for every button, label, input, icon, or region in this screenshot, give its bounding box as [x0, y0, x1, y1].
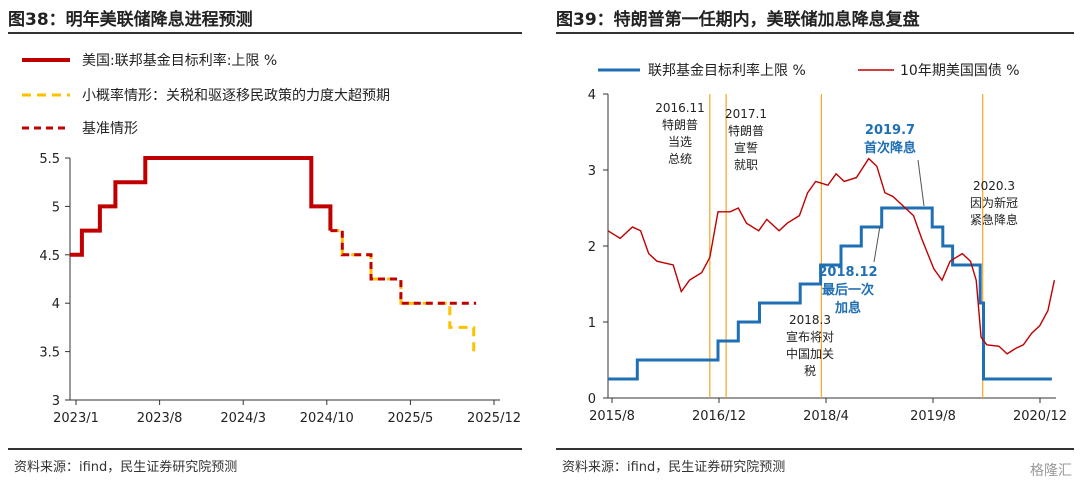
left-series-line-2 — [330, 229, 477, 305]
right-highlight-label-0: 2019.7 — [865, 123, 915, 138]
left-x-tick-label: 2023/1 — [53, 411, 99, 426]
left-x-tick-label: 2025/5 — [388, 411, 434, 426]
right-y-tick-label: 0 — [588, 392, 596, 407]
right-y-tick-label: 3 — [588, 164, 596, 179]
right-event-label-0: 当选 — [668, 135, 692, 149]
right-source-note: 资料来源：ifind，民生证券研究院预测 — [562, 460, 786, 475]
right-series-line-1 — [607, 157, 1056, 355]
left-source-note: 资料来源：ifind，民生证券研究院预测 — [14, 460, 238, 475]
right-event-label-2: 税 — [804, 364, 816, 378]
right-event-label-2: 宣布将对 — [786, 329, 834, 344]
right-event-label-1: 就职 — [734, 158, 758, 172]
right-series-line-0 — [608, 206, 1052, 381]
left-y-tick-label: 4.5 — [39, 249, 60, 264]
left-x-tick-label: 2024/3 — [220, 411, 266, 426]
right-y-tick-label: 1 — [588, 316, 596, 331]
left-legend-label-1: 小概率情形：关税和驱逐移民政策的力度大超预期 — [82, 87, 390, 104]
right-highlight-label-0: 首次降息 — [864, 140, 916, 156]
left-x-tick-label: 2025/12 — [467, 411, 521, 426]
right-chart-title: 图39：特朗普第一任期内，美联储加息降息复盘 — [556, 10, 920, 30]
left-y-tick-label: 5 — [52, 200, 60, 215]
left-bottom-rule — [8, 448, 522, 450]
left-x-tick-label: 2023/8 — [137, 411, 183, 426]
right-highlight-label-1: 2018.12 — [818, 265, 877, 280]
right-event-label-2: 中国加关 — [786, 346, 834, 361]
left-y-tick-label: 3 — [52, 394, 60, 409]
right-chart-panel: 图39：特朗普第一任期内，美联储加息降息复盘 0 1 2 3 4 2015/8 2016/1… — [548, 0, 1080, 490]
right-event-label-0: 特朗普 — [662, 117, 698, 132]
left-legend-label-2: 基准情形 — [82, 120, 138, 137]
left-chart-title: 图38：明年美联储降息进程预测 — [8, 10, 253, 30]
right-event-label-1: 特朗普 — [728, 123, 764, 138]
watermark-logo: 格隆汇 — [1030, 463, 1072, 479]
right-event-label-2: 2018.3 — [789, 313, 831, 327]
right-title-rule — [556, 32, 1074, 34]
left-x-tick-label: 2024/10 — [300, 411, 354, 426]
right-x-tick-label: 2019/8 — [910, 409, 956, 424]
left-y-tick-label: 5.5 — [39, 152, 60, 167]
right-event-label-1: 2017.1 — [725, 107, 767, 121]
right-highlight-pointer-0 — [917, 159, 925, 207]
right-event-label-0: 总统 — [668, 152, 692, 166]
left-title-rule — [8, 32, 522, 34]
right-highlight-label-1: 最后一次 — [822, 282, 874, 298]
right-event-label-1: 宣誓 — [734, 140, 758, 155]
left-chart-panel: 图38：明年美联储降息进程预测 3 3.5 4 4.5 5 5.5 2023/1 2023/8… — [0, 0, 528, 490]
left-series-line-1 — [330, 229, 476, 352]
right-legend-label-0: 联邦基金目标利率上限 % — [648, 62, 806, 79]
left-legend-label-0: 美国:联邦基金目标利率:上限 % — [82, 52, 277, 69]
right-highlight-label-1: 加息 — [834, 300, 861, 316]
right-event-label-0: 2016.11 — [655, 101, 705, 115]
left-y-tick-label: 3.5 — [39, 346, 60, 361]
left-chart-svg: 3 3.5 4 4.5 5 5.5 2023/1 2023/8 2024/3 2024/10 202… — [22, 52, 521, 426]
right-y-tick-label: 2 — [588, 240, 596, 255]
right-event-label-3: 2020.3 — [973, 179, 1015, 193]
right-bottom-rule — [556, 448, 1074, 450]
right-x-tick-label: 2020/12 — [1013, 409, 1067, 424]
right-x-tick-label: 2018/4 — [803, 409, 849, 424]
right-highlight-pointer-1 — [873, 225, 881, 263]
right-x-tick-label: 2015/8 — [589, 409, 635, 424]
left-series-line-0 — [70, 156, 333, 257]
right-legend-label-1: 10年期美国国债 % — [900, 63, 1020, 79]
right-x-tick-label: 2016/12 — [692, 409, 746, 424]
right-event-label-3: 因为新冠 — [970, 195, 1018, 210]
right-event-label-3: 紧急降息 — [970, 212, 1018, 227]
left-y-tick-label: 4 — [52, 297, 60, 312]
right-y-tick-label: 4 — [588, 88, 596, 103]
right-chart-svg: 0 1 2 3 4 2015/8 2016/12 2018/4 2019/8 2020/12 联邦基… — [588, 62, 1067, 424]
